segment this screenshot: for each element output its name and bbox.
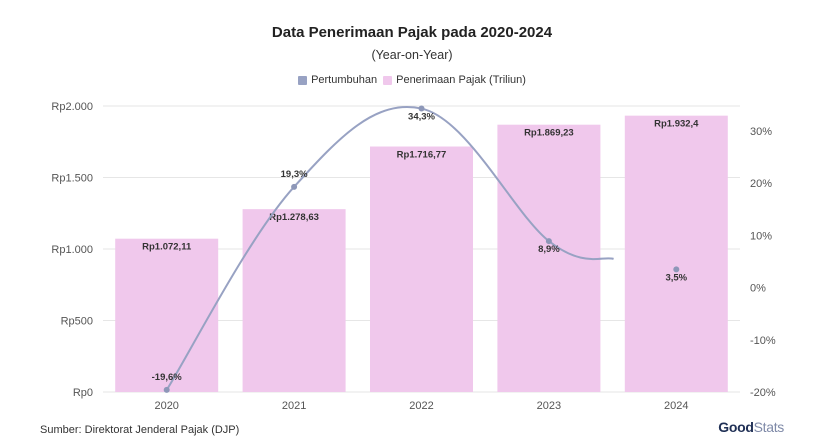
brand-logo-part1: Good [718, 419, 754, 435]
legend-swatch-pertumbuhan [298, 75, 308, 85]
x-tick-label: 2023 [537, 400, 561, 412]
y-right-tick-label: 20% [750, 178, 772, 190]
y-left-tick-label: Rp1.000 [51, 244, 93, 256]
legend: Pertumbuhan Penerimaan Pajak (Triliun) [0, 74, 824, 86]
y-right-tick-label: 30% [750, 126, 772, 138]
x-tick-label: 2020 [154, 400, 178, 412]
growth-value-label: 3,5% [665, 272, 687, 283]
chart-title: Data Penerimaan Pajak pada 2020-2024 [271, 24, 553, 41]
y-left-tick-label: Rp0 [73, 387, 93, 399]
x-tick-label: 2022 [409, 400, 433, 412]
y-right-tick-label: 10% [750, 230, 772, 242]
source-note: Sumber: Direktorat Jenderal Pajak (DJP) [40, 424, 240, 436]
chart-subtitle: (Year-on-Year) [371, 48, 453, 62]
legend-item-penerimaan[interactable]: Penerimaan Pajak (Triliun) [383, 74, 526, 86]
legend-label-penerimaan: Penerimaan Pajak (Triliun) [396, 74, 526, 86]
legend-label-pertumbuhan: Pertumbuhan [311, 74, 378, 86]
bar-value-label: Rp1.278,63 [269, 212, 319, 223]
bar-value-label: Rp1.716,77 [397, 150, 447, 161]
brand-logo-part2: Stats [753, 419, 785, 435]
y-left-tick-label: Rp500 [61, 316, 93, 328]
bar [115, 238, 219, 392]
x-tick-label: 2021 [282, 400, 306, 412]
y-left-tick-label: Rp2.000 [51, 101, 93, 113]
legend-item-pertumbuhan[interactable]: Pertumbuhan [298, 74, 377, 86]
growth-value-label: 8,9% [538, 244, 560, 255]
growth-point [291, 183, 298, 190]
growth-value-label: 19,3% [281, 169, 308, 180]
x-tick-label: 2024 [664, 400, 688, 412]
growth-point [673, 266, 680, 273]
bar-value-label: Rp1.869,23 [524, 128, 574, 139]
growth-point [545, 238, 552, 245]
growth-point [418, 105, 425, 112]
brand-logo: GoodStats [718, 419, 784, 435]
y-right-tick-label: -20% [750, 387, 776, 399]
growth-value-label: 34,3% [408, 112, 435, 123]
growth-value-label: -19,6% [152, 372, 183, 383]
y-left-tick-label: Rp1.500 [51, 173, 93, 185]
y-right-tick-label: 0% [750, 283, 766, 295]
bar-value-label: Rp1.932,4 [654, 119, 699, 130]
bar-value-label: Rp1.072,11 [142, 242, 192, 253]
growth-point [163, 386, 170, 393]
bar [370, 146, 473, 392]
bar [624, 115, 728, 392]
y-right-tick-label: -10% [750, 335, 776, 347]
bar [242, 209, 346, 392]
legend-swatch-penerimaan [383, 75, 393, 85]
